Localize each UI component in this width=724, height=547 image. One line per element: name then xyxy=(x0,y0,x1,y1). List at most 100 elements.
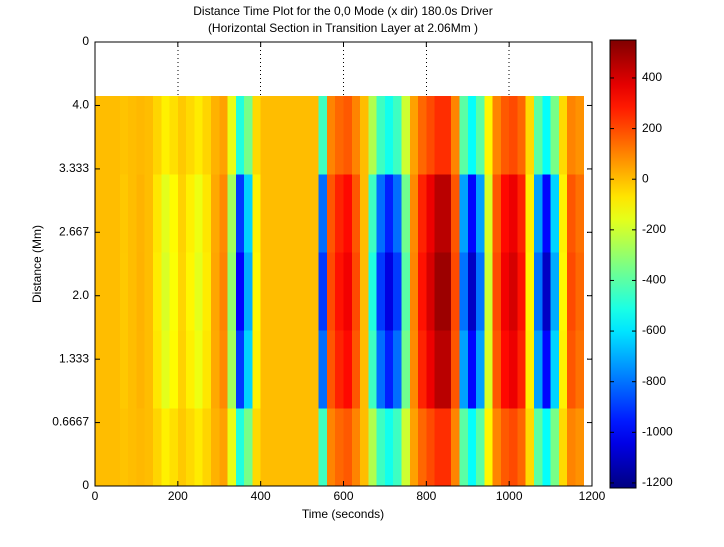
colorbar-tick-label: -800 xyxy=(642,374,666,388)
heat-cell xyxy=(384,329,394,409)
heat-cell xyxy=(351,95,361,175)
heat-cell xyxy=(277,329,287,409)
x-tick-label: 0 xyxy=(92,489,99,503)
heat-cell xyxy=(525,95,535,175)
heat-cell xyxy=(575,407,585,487)
heat-cell xyxy=(509,95,518,175)
heat-cell xyxy=(310,329,320,409)
heat-cell xyxy=(517,407,527,487)
heat-cell xyxy=(467,173,477,253)
heat-cell xyxy=(525,329,535,409)
heat-cell xyxy=(95,407,104,487)
heat-cell xyxy=(136,407,146,487)
heat-cell xyxy=(459,251,469,331)
heat-cell xyxy=(451,407,460,487)
heat-cell xyxy=(517,251,527,331)
heat-cell xyxy=(426,329,436,409)
heat-cell xyxy=(161,329,171,409)
heat-cell xyxy=(418,407,427,487)
heat-cell xyxy=(285,407,295,487)
heat-cell xyxy=(177,95,187,175)
heat-cell xyxy=(302,407,311,487)
heat-cell xyxy=(95,251,104,331)
heat-cell xyxy=(318,407,328,487)
heat-cell xyxy=(492,251,502,331)
heat-cell xyxy=(343,173,353,253)
heat-cell xyxy=(268,329,278,409)
heat-cell xyxy=(393,407,402,487)
heat-cell xyxy=(534,329,543,409)
y-tick-label: 2.667 xyxy=(59,224,89,238)
heat-cell xyxy=(376,407,386,487)
heat-cell xyxy=(368,251,378,331)
heat-cell xyxy=(227,251,237,331)
heat-cell xyxy=(376,329,386,409)
heat-cell xyxy=(277,173,287,253)
heat-cell xyxy=(186,251,195,331)
heat-cell xyxy=(260,95,270,175)
heat-cell xyxy=(476,407,485,487)
heat-cell xyxy=(202,173,212,253)
heat-cell xyxy=(244,251,253,331)
heat-cell xyxy=(426,95,436,175)
heat-cell xyxy=(302,173,311,253)
heat-cell xyxy=(401,407,411,487)
heat-cell xyxy=(360,407,369,487)
heat-cell xyxy=(401,329,411,409)
heat-cell xyxy=(285,251,295,331)
heat-cell xyxy=(326,407,336,487)
heat-cell xyxy=(558,407,568,487)
heat-cell xyxy=(335,173,344,253)
heat-cell xyxy=(484,407,494,487)
heat-cell xyxy=(186,407,195,487)
heat-cell xyxy=(186,329,195,409)
heat-cell xyxy=(492,95,502,175)
heat-cell xyxy=(484,329,494,409)
heat-cell xyxy=(517,173,527,253)
heat-cell xyxy=(517,95,527,175)
heat-cell xyxy=(542,329,552,409)
heat-cell xyxy=(409,173,419,253)
heat-cell xyxy=(484,173,494,253)
heat-cell xyxy=(302,95,311,175)
heat-cell xyxy=(177,173,187,253)
heat-cell xyxy=(376,251,386,331)
heat-cell xyxy=(103,95,113,175)
heat-cell xyxy=(451,251,460,331)
heat-cell xyxy=(202,251,212,331)
heat-cell xyxy=(161,173,171,253)
heat-cell xyxy=(393,329,402,409)
heat-cell xyxy=(351,173,361,253)
heat-cell xyxy=(351,407,361,487)
heat-cell xyxy=(186,173,195,253)
heat-cell xyxy=(459,95,469,175)
heat-cell xyxy=(128,407,137,487)
heat-cell xyxy=(210,95,220,175)
heat-cell xyxy=(194,329,204,409)
heat-cell xyxy=(509,251,518,331)
heat-cell xyxy=(194,173,204,253)
heat-cell xyxy=(244,407,253,487)
y-tick-label: 2.0 xyxy=(72,288,89,302)
heat-cell xyxy=(534,95,543,175)
heat-cell xyxy=(409,407,419,487)
heat-cell xyxy=(326,329,336,409)
heat-cell xyxy=(210,173,220,253)
heat-cell xyxy=(177,329,187,409)
heat-cell xyxy=(128,173,137,253)
heat-cell xyxy=(467,329,477,409)
heat-cell xyxy=(351,329,361,409)
y-tick-label: 1.333 xyxy=(59,351,89,365)
heat-cell xyxy=(227,329,237,409)
heat-cell xyxy=(326,251,336,331)
heat-cell xyxy=(542,251,552,331)
heat-cell xyxy=(111,173,121,253)
heat-cell xyxy=(401,251,411,331)
heat-cell xyxy=(459,173,469,253)
heat-cell xyxy=(368,95,378,175)
heat-cell xyxy=(534,251,543,331)
heat-cell xyxy=(144,95,154,175)
heat-cell xyxy=(293,251,303,331)
heat-cell xyxy=(409,329,419,409)
